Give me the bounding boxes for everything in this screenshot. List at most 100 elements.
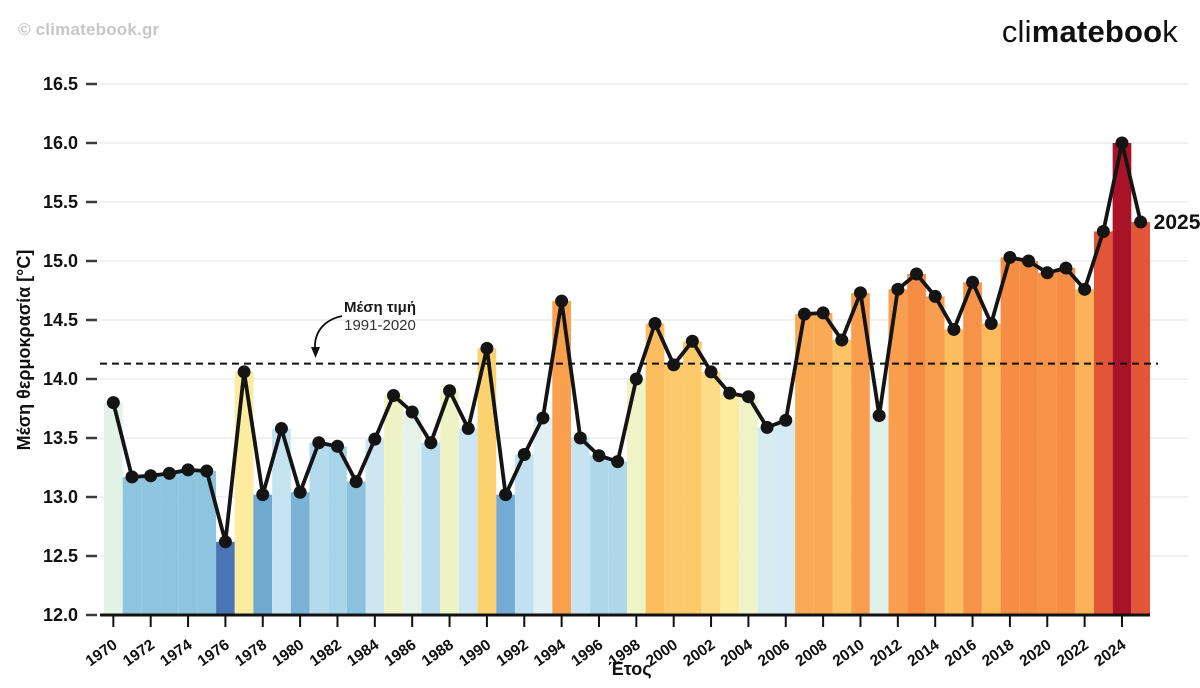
bar-2005 [757,427,777,615]
temperature-line [111,141,1143,544]
point-1977 [237,365,251,379]
bar-2009 [832,340,852,615]
copyright-watermark: © climatebook.gr [18,20,160,39]
point-1982 [330,439,344,453]
point-2021 [1059,261,1073,275]
point-2000 [667,358,681,372]
x-tick-label: 2002 [680,636,718,670]
bar-1976 [216,541,235,615]
annotation-arrowhead [311,347,320,358]
bar-1970 [104,402,123,615]
bar-1973 [160,473,179,615]
point-1995 [573,431,587,445]
point-1997 [611,455,625,469]
bar-2000 [664,364,684,615]
x-tick-label: 1978 [232,636,270,670]
bar-1972 [141,475,161,615]
point-1970 [106,396,120,410]
point-1985 [387,389,401,403]
point-1983 [349,475,363,489]
bar-1978 [253,494,273,615]
bar-2012 [888,289,908,615]
point-2020 [1040,266,1054,280]
x-tick-label: 1988 [419,636,457,670]
point-2011 [872,409,886,423]
point-1976 [218,535,232,549]
bar-1984 [365,439,385,615]
x-tick-label: 1992 [494,636,532,670]
point-2008 [816,306,830,320]
bar-2013 [907,273,926,615]
y-tick-label: 13.5 [43,428,78,448]
x-tick-label: 1996 [568,636,606,670]
point-2010 [853,286,867,300]
x-tick-label: 2020 [1017,636,1055,670]
bar-2014 [925,296,945,615]
x-tick-label: 2004 [718,636,756,670]
y-tick-label: 14.0 [43,369,78,389]
point-2005 [760,420,774,434]
x-tick-label: 2010 [830,636,868,670]
x-tick-label: 2016 [942,636,980,670]
point-1992 [517,448,531,462]
baseline-annotation-range: 1991-2020 [344,317,416,334]
y-tick-label: 14.5 [43,310,78,330]
bar-2015 [944,329,964,615]
point-1980 [293,485,307,499]
point-2025 [1134,215,1148,229]
point-1993 [536,411,550,425]
bar-1991 [496,494,515,615]
point-1984 [368,432,382,446]
bar-2017 [981,323,1001,615]
x-tick-label: 2006 [755,636,793,670]
point-2014 [928,289,942,303]
bar-1988 [440,390,459,615]
y-tick-label: 12.5 [43,546,78,566]
point-1996 [592,449,606,463]
x-axis-title: Έτος [608,659,651,679]
bar-2010 [851,292,870,615]
y-tick-label: 12.0 [43,605,78,625]
end-year-label: 2025 [1154,211,1200,234]
point-1972 [144,469,158,483]
bar-2020 [1037,272,1057,615]
point-2019 [1022,254,1036,268]
bar-1985 [384,395,403,615]
y-tick-label: 15.5 [43,192,78,212]
point-1988 [443,384,457,398]
y-tick-label: 16.0 [43,133,78,153]
x-tick-label: 1970 [83,636,121,670]
point-2013 [910,267,924,281]
point-1971 [125,470,139,484]
x-tick-label: 2014 [904,636,942,670]
x-tick-label: 1980 [269,636,307,670]
point-2006 [779,413,793,427]
bar-2006 [776,420,796,615]
x-tick-label: 1990 [456,636,494,670]
bar-1977 [234,371,254,615]
bar-2024 [1112,143,1132,615]
point-2007 [797,307,811,321]
point-2003 [723,386,737,400]
x-tick-label: 2008 [792,636,830,670]
point-2017 [984,317,998,331]
bar-1981 [309,442,329,615]
point-1979 [274,422,288,436]
point-1975 [200,464,214,478]
bar-2025 [1131,222,1150,615]
bar-1983 [346,481,366,615]
bar-1986 [402,412,422,615]
point-1990 [480,341,494,355]
bar-2001 [683,341,702,615]
x-tick-label: 1986 [381,636,419,670]
bar-1989 [458,428,478,615]
point-2001 [685,334,699,348]
bar-1999 [645,323,665,615]
y-tick-label: 16.5 [43,74,78,94]
bar-2002 [701,371,721,615]
bar-2021 [1056,268,1076,615]
point-1989 [461,422,475,436]
x-tick-label: 2024 [1091,636,1129,670]
